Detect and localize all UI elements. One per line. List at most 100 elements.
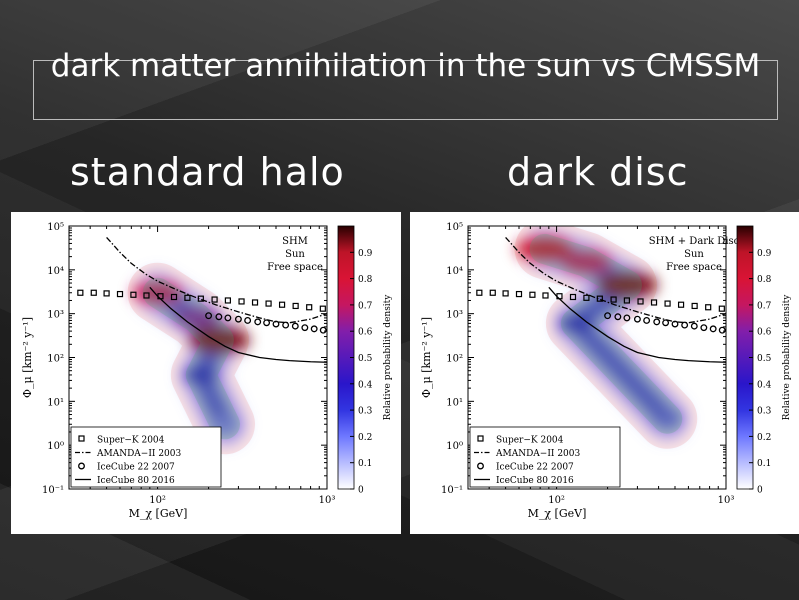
legend-marker-square bbox=[78, 435, 85, 442]
icecube22-point bbox=[700, 324, 708, 332]
icecube22-point bbox=[272, 320, 280, 328]
superk-point bbox=[637, 298, 644, 305]
colorbar-tick-label: 0 bbox=[358, 486, 364, 496]
legend-label: IceCube 22 2007 bbox=[97, 463, 175, 473]
icecube22-point bbox=[633, 315, 641, 323]
y-tick-label: 10⁴ bbox=[47, 266, 64, 277]
superk-point bbox=[529, 291, 536, 298]
legend-marker-circle bbox=[477, 462, 484, 470]
colorbar-tick-label: 0.7 bbox=[757, 301, 772, 311]
legend-label: Super−K 2004 bbox=[496, 436, 564, 446]
icecube22-point bbox=[319, 326, 327, 334]
legend-label: AMANDA−II 2003 bbox=[495, 449, 580, 459]
density-peak-4 bbox=[651, 410, 683, 428]
colorbar-tick-label: 0.7 bbox=[358, 301, 373, 311]
icecube22-point bbox=[215, 313, 223, 321]
superk-point bbox=[583, 294, 590, 301]
legend-label: IceCube 22 2007 bbox=[496, 463, 574, 473]
chart-annotation: Sun bbox=[684, 249, 704, 260]
superk-point bbox=[306, 304, 313, 311]
legend-box bbox=[469, 426, 621, 488]
colorbar-tick-label: 0.3 bbox=[358, 407, 373, 417]
chart-panel-standard-halo: 10⁻¹ 10⁰ 10¹ 10² 10³ 10⁴ 10⁵ 10² 10³ M_χ [GeV] Φ_μ… bbox=[11, 212, 401, 534]
icecube22-point bbox=[263, 319, 271, 327]
y-tick-label: 10³ bbox=[47, 310, 64, 321]
superk-point bbox=[184, 294, 191, 301]
density-peak-1 bbox=[561, 249, 612, 275]
icecube22-point bbox=[681, 321, 689, 329]
y-tick-label: 10³ bbox=[446, 310, 463, 321]
density-peak-1 bbox=[173, 306, 220, 330]
superk-point bbox=[211, 296, 218, 303]
icecube22-point bbox=[643, 317, 651, 324]
icecube22-point bbox=[718, 326, 726, 334]
colorbar-tick-label: 0.1 bbox=[358, 459, 372, 469]
superk-point bbox=[319, 305, 326, 312]
legend: Super−K 2004 AMANDA−II 2003 IceCube 22 200… bbox=[70, 426, 222, 488]
x-tick-label: 10³ bbox=[319, 495, 336, 506]
chart-annotation: SHM bbox=[282, 236, 308, 247]
icecube22-point bbox=[614, 313, 622, 321]
icecube22-point bbox=[244, 317, 252, 324]
icecube22-point bbox=[662, 319, 670, 327]
superk-point bbox=[224, 297, 231, 304]
superk-point bbox=[292, 302, 299, 310]
superk-point bbox=[278, 301, 286, 308]
colorbar-tick-label: 0.8 bbox=[757, 275, 772, 285]
superk-point bbox=[623, 297, 630, 304]
colorbar-tick-label: 0.2 bbox=[757, 433, 771, 443]
density-peak-2 bbox=[595, 270, 658, 300]
chart-annotation: Free space bbox=[267, 262, 323, 273]
x-tick-label: 10³ bbox=[718, 495, 735, 506]
x-axis-label: M_χ [GeV] bbox=[129, 507, 188, 520]
colorbar-label: Relative probability density bbox=[383, 294, 393, 421]
colorbar-tick-label: 0.8 bbox=[358, 275, 373, 285]
subtitle-standard-halo: standard halo bbox=[70, 150, 345, 194]
legend-label: Super−K 2004 bbox=[97, 436, 165, 446]
legend-label: IceCube 80 2016 bbox=[496, 476, 574, 486]
icecube22-point bbox=[291, 322, 299, 330]
superk-point bbox=[130, 291, 137, 298]
legend-marker-square bbox=[477, 435, 484, 442]
y-tick-label: 10⁰ bbox=[446, 441, 463, 452]
density-field bbox=[515, 226, 690, 441]
contour-68 bbox=[529, 233, 683, 434]
superk-point bbox=[90, 289, 97, 296]
chart-annotation: SHM + Dark Disc bbox=[649, 236, 740, 247]
colorbar-tick-label: 0 bbox=[757, 486, 763, 496]
superk-point bbox=[515, 290, 523, 298]
y-tick-label: 10⁰ bbox=[47, 441, 64, 452]
y-axis-label: Φ_μ [km⁻² y⁻¹] bbox=[21, 317, 34, 398]
y-tick-label: 10⁵ bbox=[47, 222, 64, 233]
x-tick-label: 10² bbox=[149, 495, 166, 506]
legend-label: AMANDA−II 2003 bbox=[96, 449, 181, 459]
icecube22-point bbox=[234, 315, 242, 323]
title-frame bbox=[33, 60, 778, 120]
icecube22-point bbox=[623, 314, 631, 322]
superk-point bbox=[143, 292, 150, 299]
plot-area bbox=[476, 226, 726, 449]
density-peak-3 bbox=[183, 365, 219, 385]
contour-95 bbox=[514, 226, 698, 449]
superk-point bbox=[77, 289, 84, 296]
legend: Super−K 2004 AMANDA−II 2003 IceCube 22 200… bbox=[469, 426, 621, 488]
density-peak-3 bbox=[558, 314, 594, 333]
y-tick-label: 10⁵ bbox=[446, 222, 463, 233]
legend-marker-circle bbox=[78, 462, 85, 470]
colorbar-tick-label: 0.5 bbox=[358, 354, 373, 364]
icecube22-point bbox=[301, 324, 309, 332]
legend-label: IceCube 80 2016 bbox=[97, 476, 175, 486]
colorbar-tick-label: 0.6 bbox=[358, 328, 373, 338]
density-peak-0 bbox=[515, 235, 574, 263]
superk-point bbox=[265, 300, 272, 307]
subtitle-dark-disc: dark disc bbox=[507, 150, 689, 194]
chart-annotation: Sun bbox=[285, 249, 305, 260]
chart-annotation: Free space bbox=[666, 262, 722, 273]
superk-point bbox=[705, 304, 712, 311]
colorbar-tick-label: 0.3 bbox=[757, 407, 772, 417]
colorbar-tick-label: 0.9 bbox=[757, 249, 772, 259]
y-tick-label: 10² bbox=[47, 354, 64, 365]
y-tick-label: 10¹ bbox=[47, 397, 64, 408]
chart-panel-dark-disc: 10⁻¹ 10⁰ 10¹ 10² 10³ 10⁴ 10⁵ 10² 10³ M_χ [GeV] Φ_μ… bbox=[410, 212, 799, 534]
superk-point bbox=[542, 292, 549, 299]
